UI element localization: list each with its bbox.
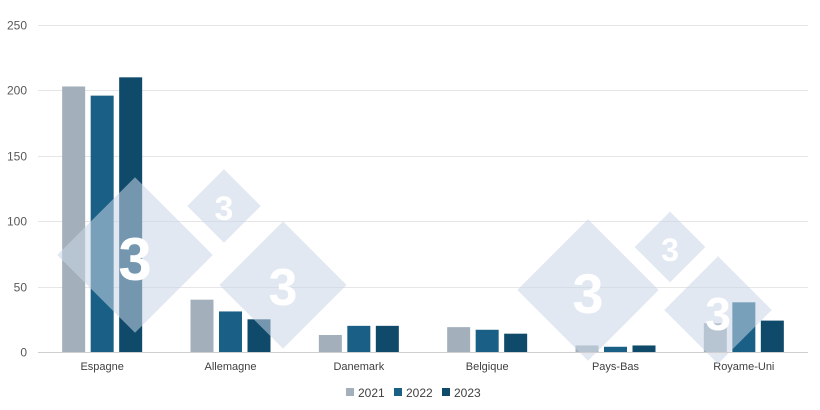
legend: 2021 2022 2023 (346, 386, 481, 400)
bar-2022-allemagne (219, 311, 242, 352)
y-axis-ticks: 0 50 100 150 200 250 (7, 19, 27, 360)
legend-label-2023: 2023 (454, 386, 481, 400)
y-tick-label: 50 (14, 281, 28, 295)
y-tick-label: 250 (7, 19, 27, 33)
svg-text:3: 3 (118, 226, 151, 293)
bar-2021-espagne (62, 86, 86, 352)
legend-swatch-2021 (346, 388, 354, 396)
bar-2023-danemark (375, 325, 399, 352)
bar-2023-belgique (504, 333, 528, 352)
x-axis-categories: Espagne Allemagne Danemark Belgique Pays-Bas… (80, 361, 774, 373)
bar-2022-pays-bas (604, 346, 627, 352)
legend-swatch-2023 (442, 388, 450, 396)
y-tick-label: 0 (20, 346, 27, 360)
watermark-333-logo-right: 3 3 3 (517, 211, 772, 364)
bar-2021-danemark (318, 334, 342, 352)
legend-label-2022: 2022 (406, 386, 433, 400)
x-category-label: Danemark (333, 361, 384, 373)
x-category-label: Belgique (466, 361, 509, 373)
svg-text:3: 3 (215, 190, 234, 228)
x-category-label: Royame-Uni (713, 361, 774, 373)
x-category-label: Espagne (80, 361, 123, 373)
x-category-label: Pays-Bas (592, 361, 640, 373)
svg-text:3: 3 (705, 288, 731, 340)
bar-2022-danemark (347, 325, 371, 352)
y-tick-label: 150 (7, 150, 27, 164)
legend-label-2021: 2021 (358, 386, 385, 400)
bar-2022-belgique (475, 329, 499, 352)
svg-text:3: 3 (269, 259, 298, 317)
y-tick-label: 200 (7, 84, 27, 98)
watermark-333-logo-left: 3 3 3 (57, 169, 347, 349)
bar-2021-belgique (447, 327, 471, 352)
bar-2021-allemagne (190, 299, 214, 352)
svg-text:3: 3 (572, 262, 603, 325)
x-category-label: Allemagne (205, 361, 257, 373)
bar-2023-royame-uni (760, 320, 784, 352)
svg-text:3: 3 (661, 232, 679, 268)
y-tick-label: 100 (7, 215, 27, 229)
legend-swatch-2022 (394, 388, 402, 396)
bar-2023-pays-bas (632, 345, 656, 352)
